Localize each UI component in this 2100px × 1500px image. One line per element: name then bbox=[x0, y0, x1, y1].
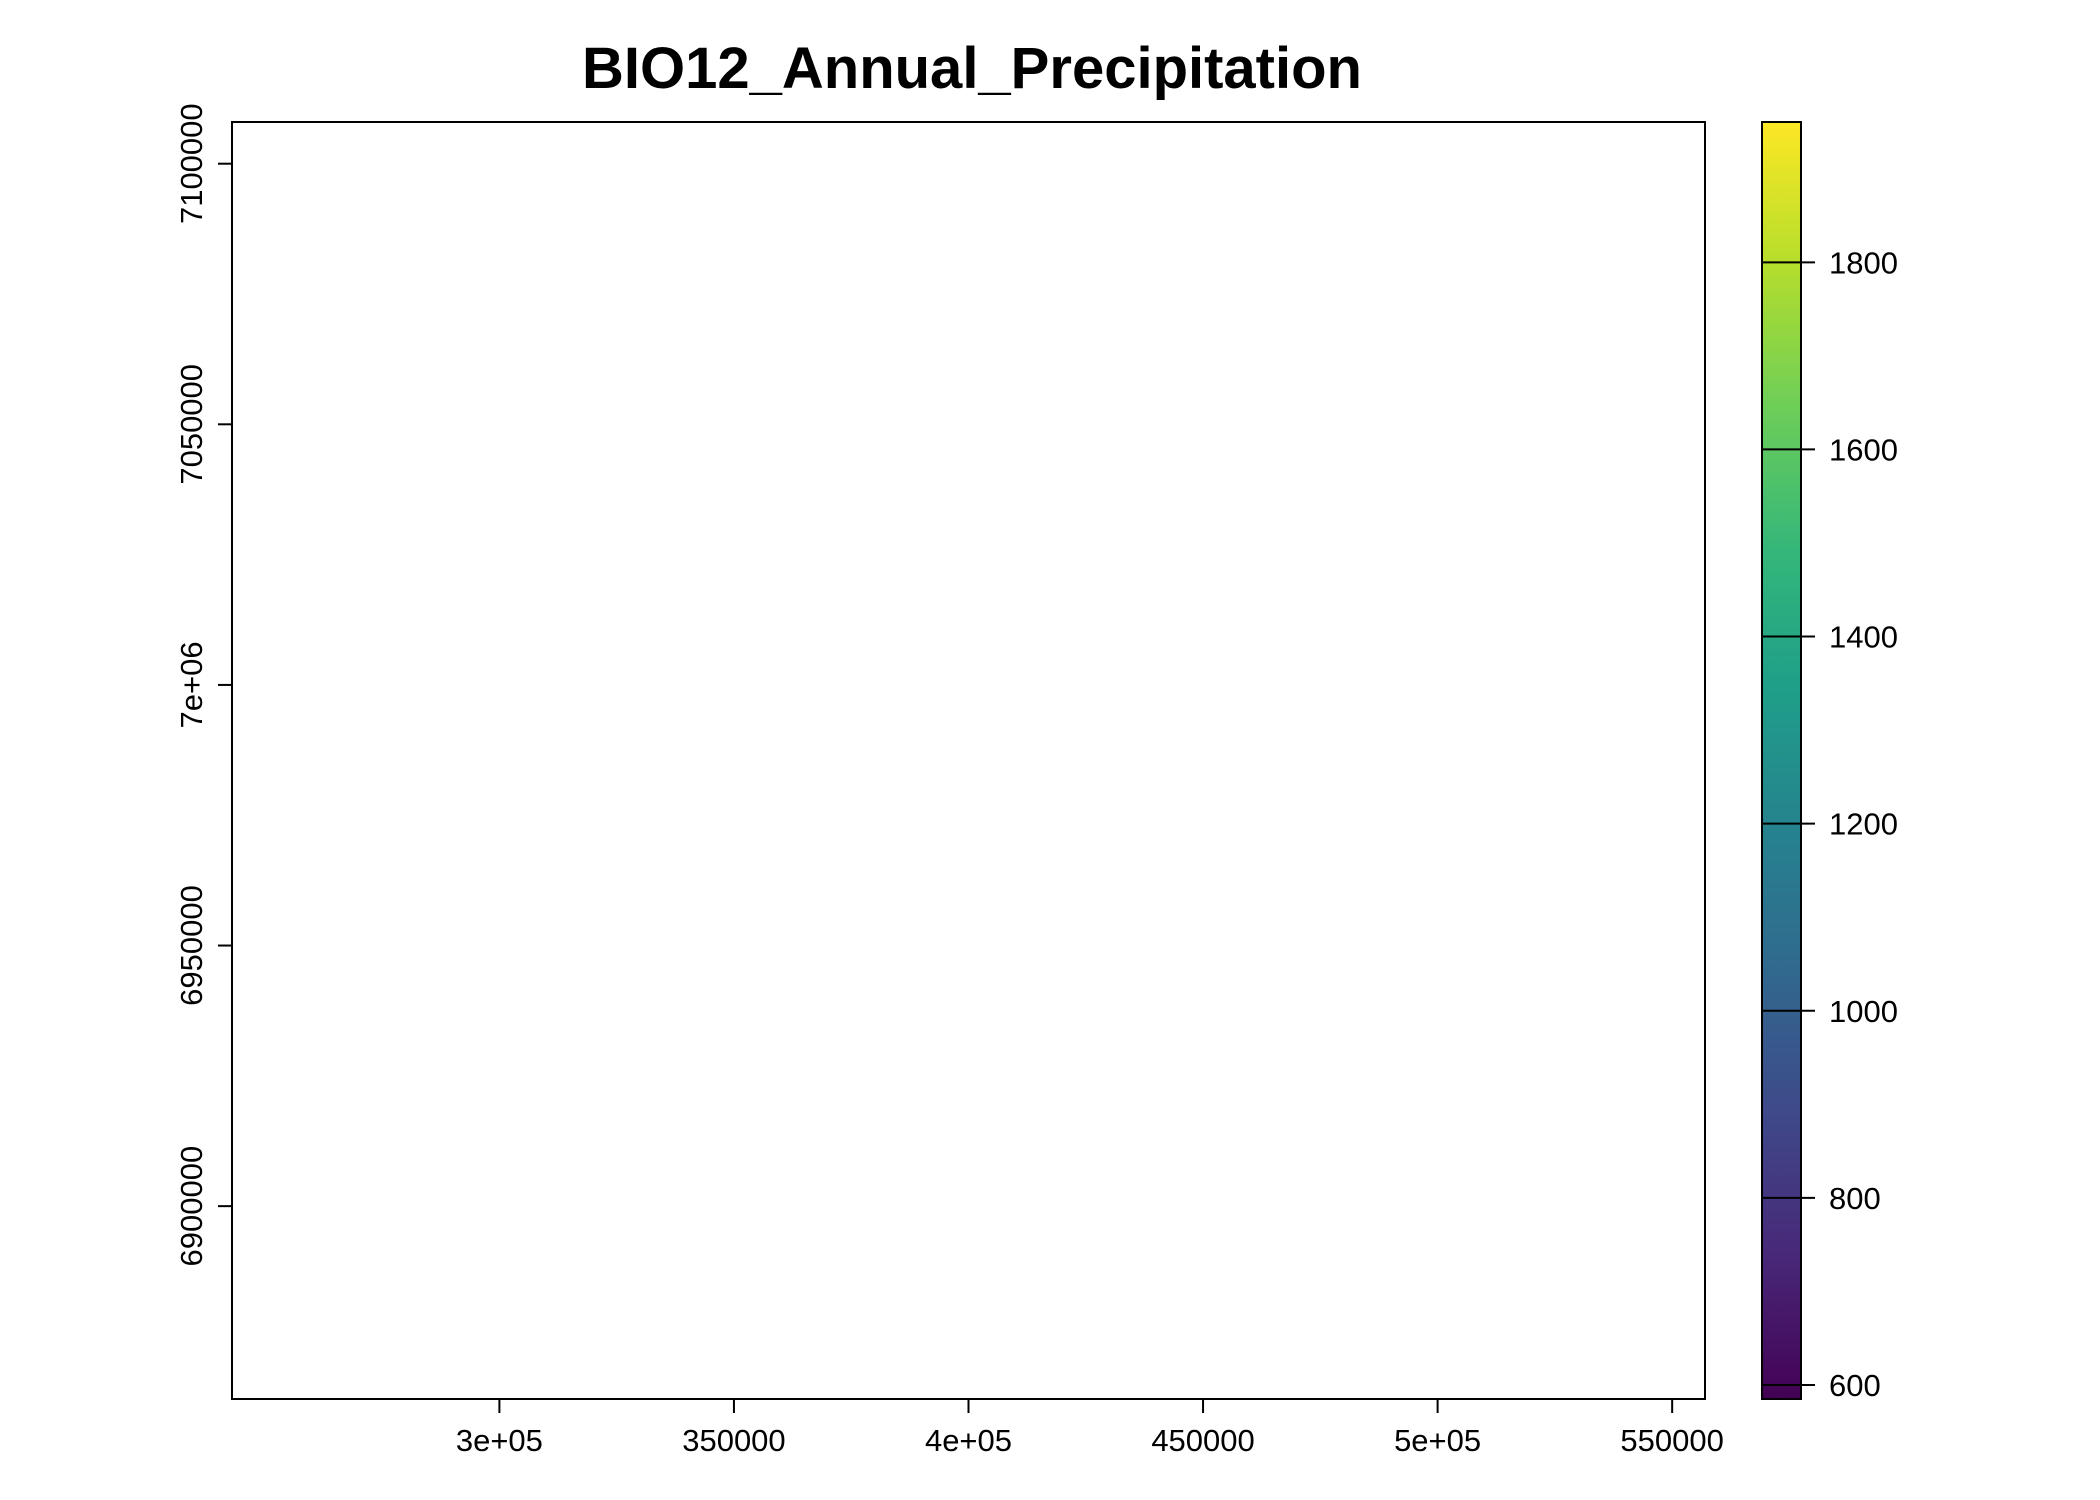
colorbar-tick-label: 800 bbox=[1829, 1181, 1881, 1216]
colorbar-tick-label: 1600 bbox=[1829, 432, 1898, 467]
y-tick-label: 7100000 bbox=[174, 103, 209, 224]
x-tick-label: 4e+05 bbox=[925, 1423, 1012, 1458]
x-tick-label: 450000 bbox=[1151, 1423, 1254, 1458]
y-tick-label: 6950000 bbox=[174, 885, 209, 1006]
colorbar-tick-label: 1400 bbox=[1829, 620, 1898, 655]
y-tick-label: 6900000 bbox=[174, 1146, 209, 1267]
x-tick-label: 3e+05 bbox=[456, 1423, 543, 1458]
colorbar-tick-label: 1200 bbox=[1829, 807, 1898, 842]
colorbar-legend: 600 800 1000 1200 1400 1600 1800 bbox=[1761, 121, 1898, 1403]
x-tick-label: 350000 bbox=[682, 1423, 785, 1458]
colorbar-tick-label: 1800 bbox=[1829, 245, 1898, 280]
x-tick-label: 5e+05 bbox=[1394, 1423, 1481, 1458]
y-axis: 6900000 6950000 7e+06 7050000 7100000 bbox=[174, 103, 232, 1266]
colorbar-tick-label: 1000 bbox=[1829, 994, 1898, 1029]
x-tick-label: 550000 bbox=[1620, 1423, 1723, 1458]
x-axis: 3e+05 350000 4e+05 450000 5e+05 550000 bbox=[456, 1399, 1724, 1458]
chart-title: BIO12_Annual_Precipitation bbox=[582, 36, 1362, 101]
colorbar-gradient bbox=[1761, 121, 1802, 1400]
colorbar-tick-label: 600 bbox=[1829, 1368, 1881, 1403]
y-tick-label: 7050000 bbox=[174, 364, 209, 485]
y-tick-label: 7e+06 bbox=[174, 641, 209, 728]
plot-frame bbox=[231, 121, 1706, 1400]
colorbar-ticks: 600 800 1000 1200 1400 1600 1800 bbox=[1762, 245, 1898, 1403]
